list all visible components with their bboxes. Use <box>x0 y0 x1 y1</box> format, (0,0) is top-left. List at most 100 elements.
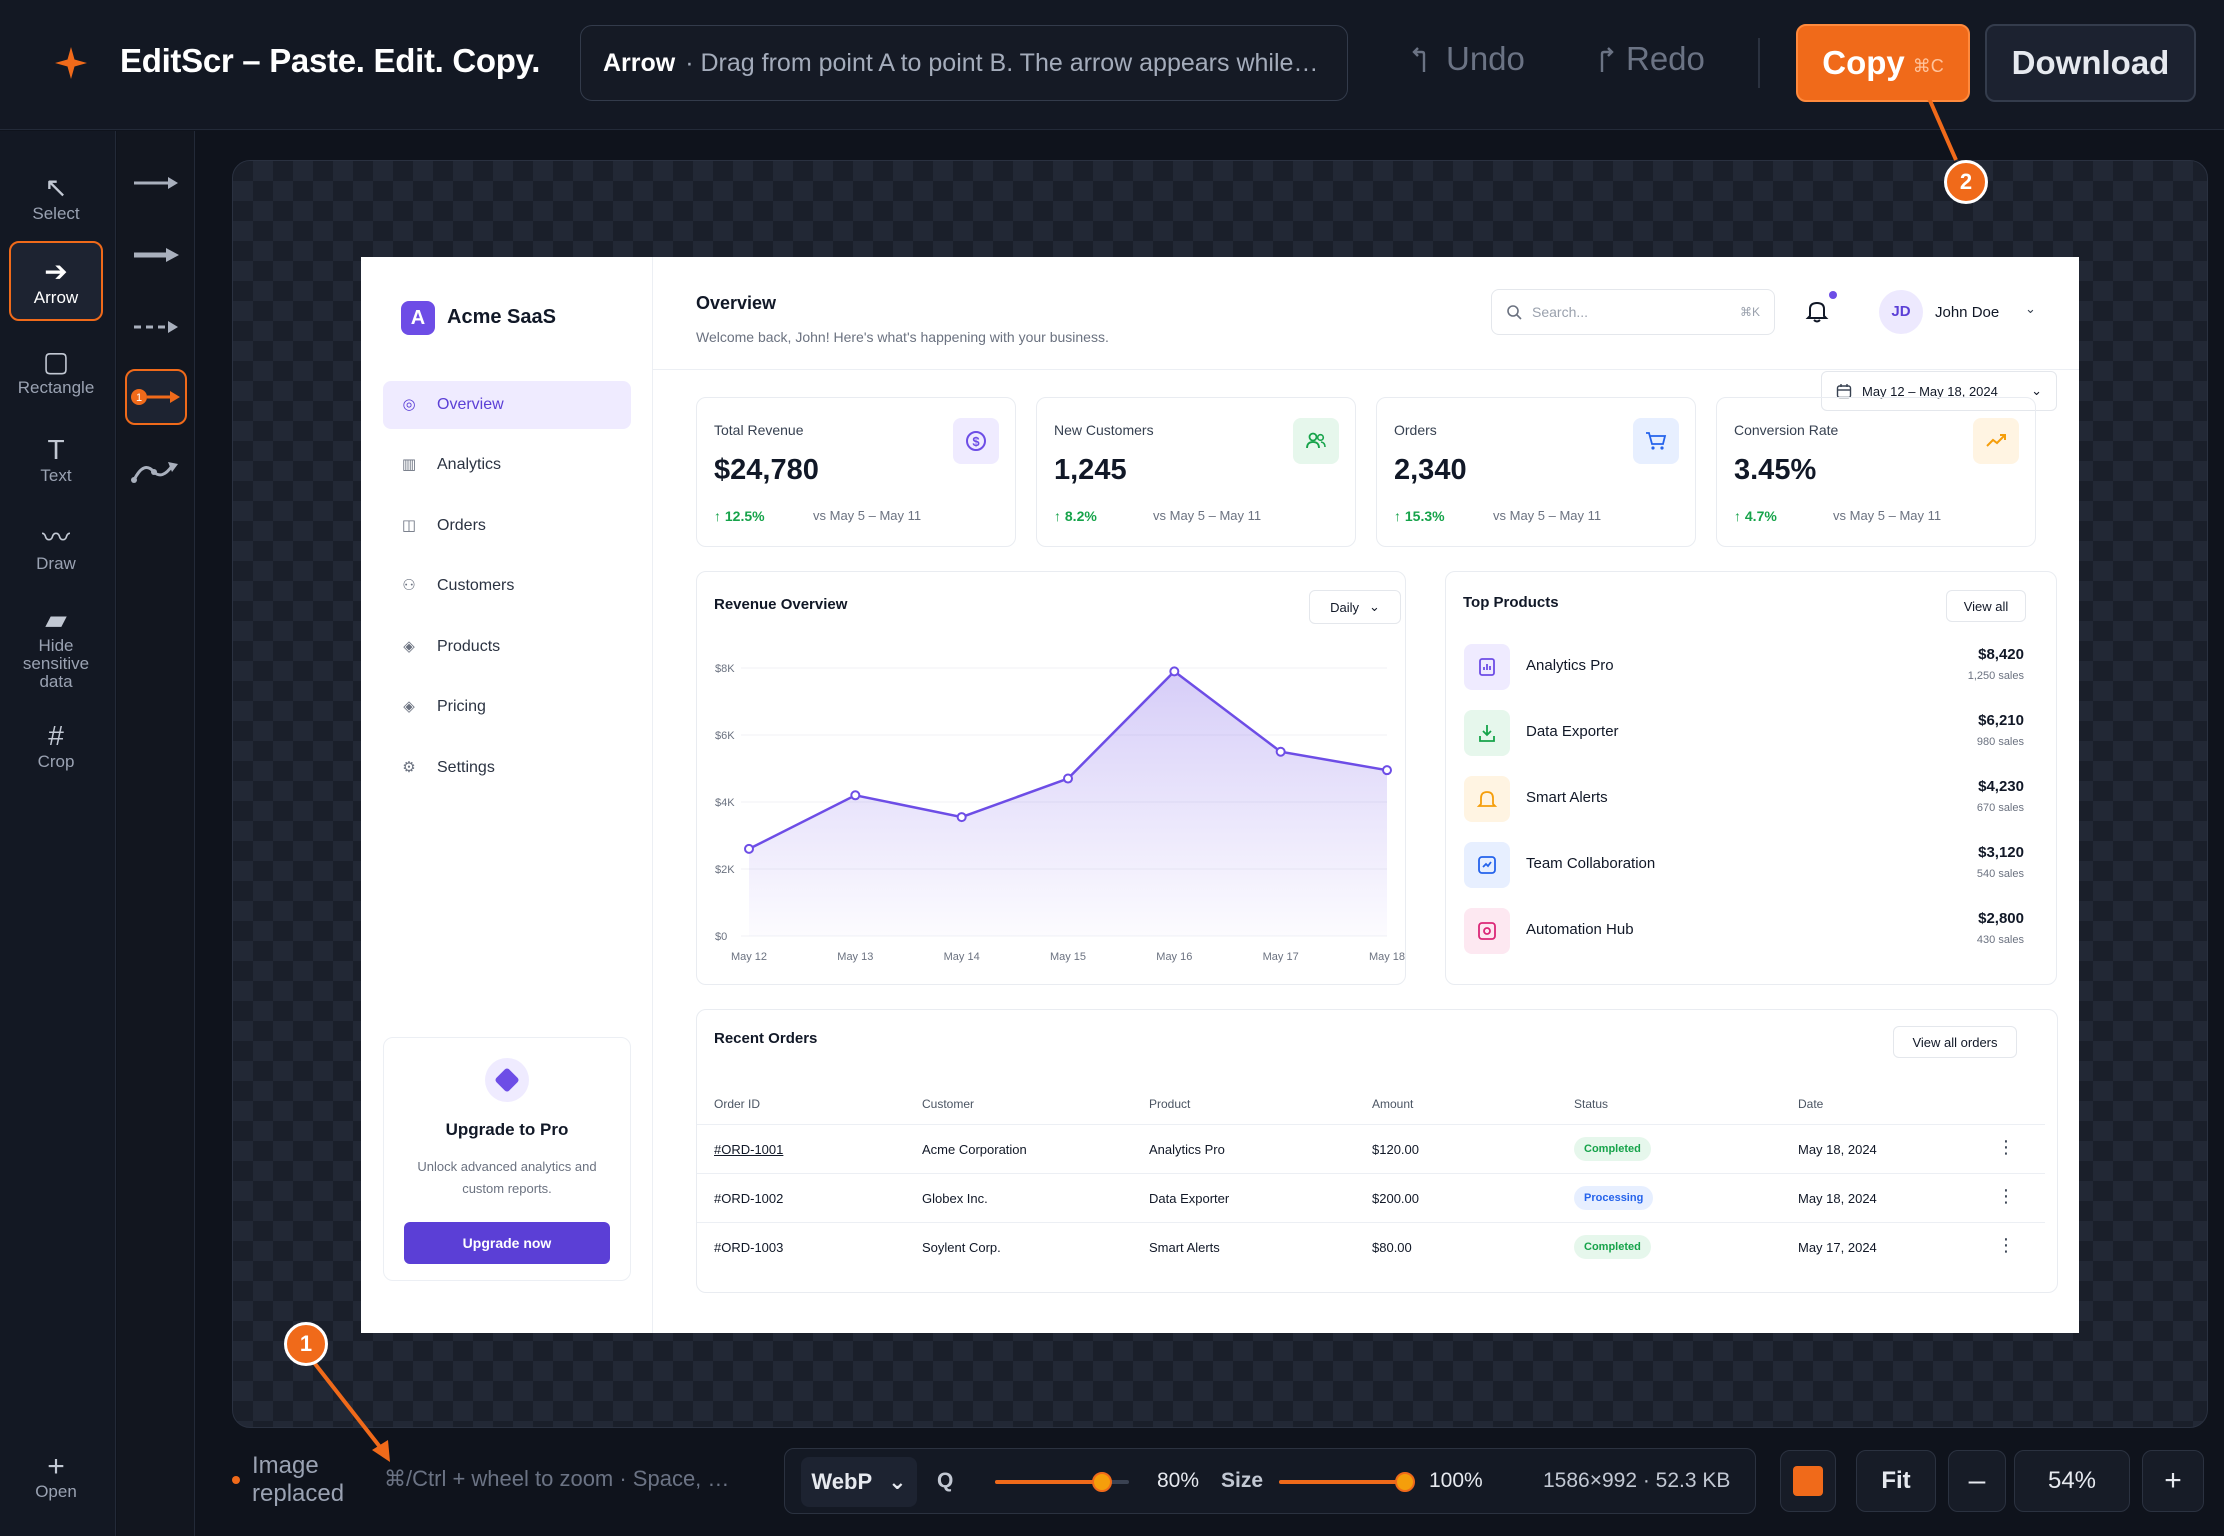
chevron-down-icon[interactable]: ⌄ <box>2025 301 2036 316</box>
nav-item-products[interactable]: ◈ Products <box>383 623 631 671</box>
kpi-label: New Customers <box>1054 422 1154 438</box>
draw-tool[interactable]: 〰 Draw <box>9 507 103 587</box>
tool-label: Rectangle <box>17 378 95 397</box>
box-icon: ◫ <box>401 517 417 534</box>
numbered-arrow-style[interactable]: 1 <box>125 369 187 425</box>
order-id[interactable]: #ORD-1003 <box>714 1240 784 1255</box>
status-badge: Completed <box>1574 1137 1651 1161</box>
column-header[interactable]: Product <box>1149 1097 1191 1111</box>
kpi-change: ↑ 12.5% <box>714 508 765 524</box>
annotation-marker-1[interactable]: 1 <box>284 1322 328 1366</box>
list-item[interactable]: Analytics Pro $8,420 1,250 sales <box>1464 642 2024 692</box>
color-picker-button[interactable] <box>1780 1450 1836 1512</box>
zoom-out-button[interactable]: – <box>1948 1450 2006 1512</box>
crop-tool[interactable]: # Crop <box>9 705 103 785</box>
avatar[interactable]: JD <box>1879 290 1923 334</box>
search-icon <box>1507 305 1522 320</box>
x-tick-label: May 18 <box>1369 951 1405 963</box>
nav-label: Overview <box>437 396 504 413</box>
screenshot-image[interactable]: A Acme SaaS ◎ Overview ▥ Analytics ◫ Ord… <box>361 257 2079 1333</box>
kpi-label: Orders <box>1394 422 1437 438</box>
tag-icon: ◈ <box>403 638 415 655</box>
copy-label: Copy <box>1822 44 1905 81</box>
fit-button[interactable]: Fit <box>1856 1450 1936 1512</box>
period-dropdown[interactable]: Daily ⌄ <box>1309 590 1401 624</box>
curved-arrow-style[interactable] <box>125 441 187 497</box>
view-all-orders-button[interactable]: View all orders <box>1893 1026 2017 1058</box>
y-tick-label: $2K <box>715 864 735 876</box>
date-range-picker[interactable]: May 12 – May 18, 2024 ⌄ <box>1821 371 2057 411</box>
plus-icon: + <box>47 1450 65 1483</box>
kpi-conversion-rate: Conversion Rate 3.45% ↑ 4.7% vs May 5 – … <box>1716 397 2036 547</box>
open-button[interactable]: + Open <box>16 1452 96 1512</box>
bold-arrow-style[interactable] <box>125 227 187 283</box>
column-header[interactable]: Order ID <box>714 1097 761 1111</box>
list-item[interactable]: Smart Alerts $4,230 670 sales <box>1464 774 2024 824</box>
annotation-marker-2[interactable]: 2 <box>1944 160 1988 204</box>
dashed-arrow-style[interactable] <box>125 299 187 355</box>
tool-label: Draw <box>36 554 76 573</box>
kpi-total-revenue: Total Revenue $24,780 ↑ 12.5% vs May 5 –… <box>696 397 1016 547</box>
quality-slider[interactable] <box>995 1472 1129 1492</box>
nav-item-overview[interactable]: ◎ Overview <box>383 381 631 429</box>
column-header[interactable]: Customer <box>922 1097 975 1111</box>
nav-item-customers[interactable]: ⚇ Customers <box>383 562 631 610</box>
size-slider[interactable] <box>1279 1472 1415 1492</box>
copy-button[interactable]: Copy ⌘C <box>1796 24 1970 102</box>
hint-description: · Drag from point A to point B. The arro… <box>685 48 1319 77</box>
column-header[interactable]: Amount <box>1372 1097 1414 1111</box>
upgrade-now-button[interactable]: Upgrade now <box>404 1222 610 1264</box>
open-label: Open <box>35 1482 77 1501</box>
list-item[interactable]: Team Collaboration $3,120 540 sales <box>1464 840 2024 890</box>
slider-knob[interactable] <box>1395 1472 1415 1492</box>
format-select[interactable]: WebP ⌄ <box>801 1457 917 1507</box>
rectangle-tool[interactable]: ▢ Rectangle <box>9 331 103 411</box>
brand-name: Acme SaaS <box>447 306 556 328</box>
table-row[interactable]: #ORD-1002 Globex Inc. Data Exporter $200… <box>697 1173 2045 1222</box>
search-input[interactable]: Search... ⌘K <box>1491 289 1775 335</box>
column-header[interactable]: Status <box>1574 1097 1609 1111</box>
redo-button[interactable]: Redo <box>1590 40 1705 78</box>
order-product: Data Exporter <box>1149 1191 1230 1206</box>
nav-item-analytics[interactable]: ▥ Analytics <box>383 441 631 489</box>
table-row[interactable]: #ORD-1003 Soylent Corp. Smart Alerts $80… <box>697 1222 2045 1271</box>
more-options-icon[interactable]: ⋮ <box>1997 1186 2015 1206</box>
list-item[interactable]: Data Exporter $6,210 980 sales <box>1464 708 2024 758</box>
text-tool[interactable]: T Text <box>9 419 103 499</box>
order-id[interactable]: #ORD-1002 <box>714 1191 784 1206</box>
nav-item-orders[interactable]: ◫ Orders <box>383 502 631 550</box>
download-button[interactable]: Download <box>1985 24 2196 102</box>
table-row[interactable]: #ORD-1001 Acme Corporation Analytics Pro… <box>697 1124 2045 1173</box>
bell-icon[interactable] <box>1803 297 1831 325</box>
view-all-products-button[interactable]: View all <box>1946 590 2026 622</box>
chevron-down-icon: ⌄ <box>1369 599 1380 614</box>
curved-arrow-icon <box>131 462 178 483</box>
undo-button[interactable]: Undo <box>1410 40 1525 78</box>
zoom-in-button[interactable]: + <box>2142 1450 2204 1512</box>
more-options-icon[interactable]: ⋮ <box>1997 1137 2015 1157</box>
list-item[interactable]: Automation Hub $2,800 430 sales <box>1464 906 2024 956</box>
select-tool[interactable]: ↖ Select <box>9 157 103 237</box>
nav-item-settings[interactable]: ⚙ Settings <box>383 744 631 792</box>
order-id-link[interactable]: #ORD-1001 <box>714 1142 784 1157</box>
nav-item-pricing[interactable]: ◈ Pricing <box>383 683 631 731</box>
kpi-compare: vs May 5 – May 11 <box>813 508 922 523</box>
slider-knob[interactable] <box>1092 1472 1113 1492</box>
more-options-icon[interactable]: ⋮ <box>1997 1235 2015 1255</box>
nav-label: Customers <box>437 577 515 594</box>
kpi-change-value: 15.3% <box>1404 508 1445 524</box>
column-header[interactable]: Date <box>1798 1097 1824 1111</box>
zoom-hint: ⌘/Ctrl + wheel to zoom · Space, … <box>384 1466 730 1491</box>
upgrade-card: Upgrade to Pro Unlock advanced analytics… <box>383 1037 631 1281</box>
tool-label: Text <box>40 466 72 485</box>
star-logo-icon <box>55 47 87 79</box>
order-product: Smart Alerts <box>1149 1240 1220 1255</box>
kpi-value: $24,780 <box>714 454 819 486</box>
product-sales: 980 sales <box>1976 736 2024 748</box>
solid-arrow-style[interactable] <box>125 155 187 211</box>
product-name: Team Collaboration <box>1526 855 1656 872</box>
y-tick-label: $8K <box>715 663 735 675</box>
arrow-tool[interactable]: ➔ Arrow <box>9 241 103 321</box>
hide-sensitive-data-tool[interactable]: ▰ Hide sensitive data <box>9 597 103 697</box>
user-name[interactable]: John Doe <box>1935 304 2000 321</box>
